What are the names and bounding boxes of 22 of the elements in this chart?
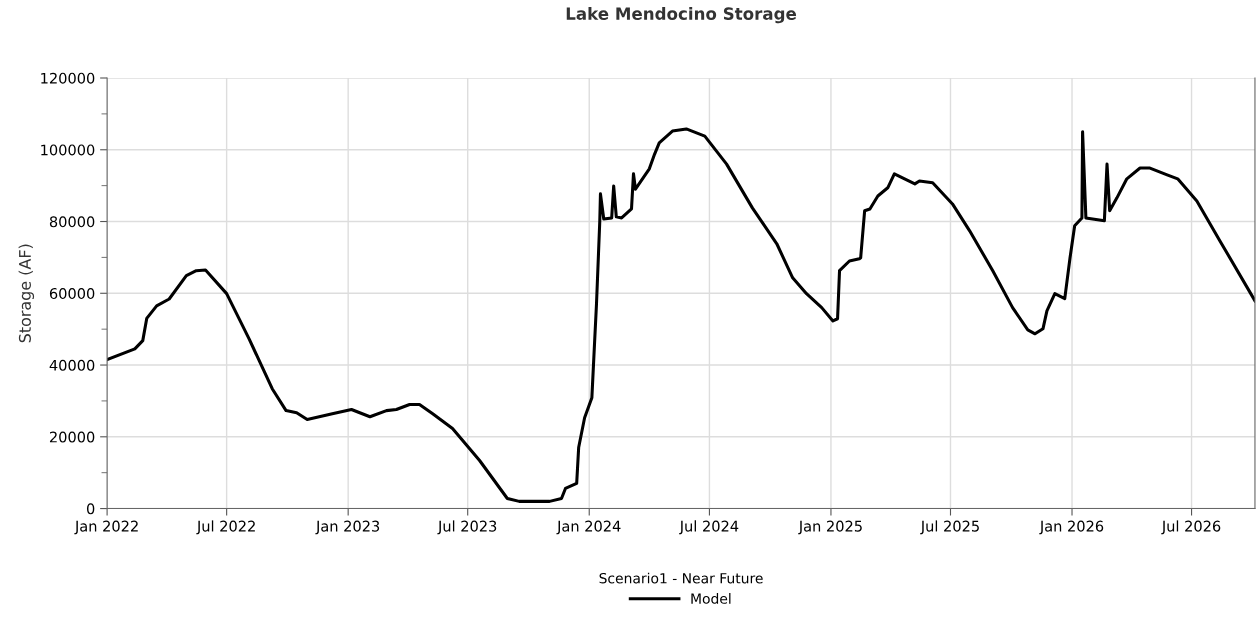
x-tick-label: Jul 2024 [679, 520, 739, 535]
chart-title: Lake Mendocino Storage [566, 7, 797, 24]
x-tick-label: Jul 2023 [437, 520, 497, 535]
legend-title: Scenario1 - Near Future [599, 572, 763, 584]
x-tick-label: Jul 2022 [196, 520, 255, 535]
x-tick-label: Jul 2026 [1161, 520, 1221, 535]
x-tick-label: Jan 2022 [74, 520, 138, 535]
x-tick-label: Jan 2025 [798, 520, 862, 535]
y-tick-label: 120000 [41, 72, 95, 84]
x-tick-label: Jan 2023 [315, 520, 380, 535]
x-tick-label: Jan 2024 [556, 520, 621, 535]
line-series [107, 127, 1255, 503]
x-tick-label: Jan 2026 [1039, 520, 1104, 535]
y-tick-label: 100000 [41, 144, 95, 156]
y-tick-label: 20000 [49, 431, 95, 443]
x-tick-label: Jul 2025 [920, 520, 979, 535]
y-axis-title: Storage (AF) [18, 244, 35, 343]
y-tick-label: 80000 [49, 216, 95, 228]
y-tick-label: 60000 [49, 288, 95, 300]
legend-label: Model [691, 593, 731, 604]
y-tick-label: 40000 [49, 359, 95, 371]
y-tick-label: 0 [86, 503, 95, 515]
